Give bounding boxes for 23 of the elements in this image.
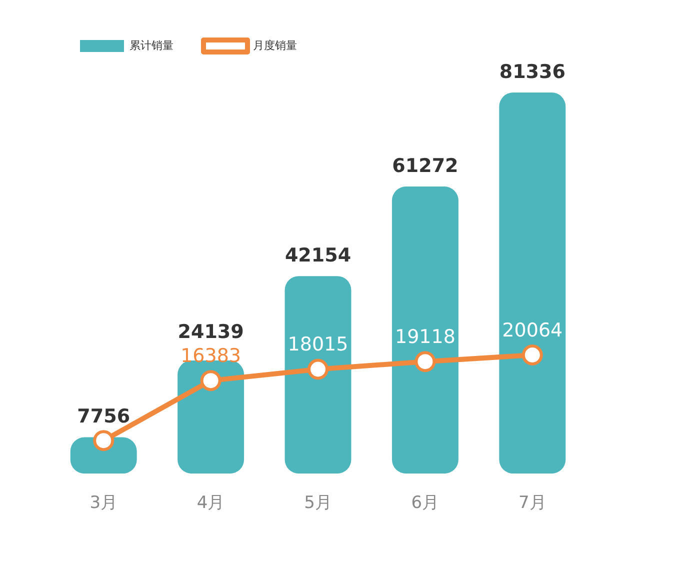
data-label: 20064 xyxy=(502,319,563,342)
point xyxy=(414,351,436,372)
data-label: 7756 xyxy=(77,406,130,428)
x-tick-label: 3月 xyxy=(90,493,118,514)
data-label: 24139 xyxy=(178,321,244,344)
legend-label: 月度销量 xyxy=(253,38,297,52)
data-label: 42154 xyxy=(284,244,352,267)
point xyxy=(308,358,328,380)
bar xyxy=(284,276,352,474)
x-tick-label: 5月 xyxy=(304,493,332,514)
point xyxy=(200,370,222,392)
point xyxy=(522,344,543,366)
data-label: 18015 xyxy=(288,334,348,356)
bar xyxy=(392,186,458,474)
bar xyxy=(499,92,566,474)
point xyxy=(93,430,114,452)
data-label: 19118 xyxy=(394,326,456,348)
x-tick-label: 7月 xyxy=(518,493,546,514)
legend-label: 累计销量 xyxy=(130,38,174,52)
x-tick-label: 6月 xyxy=(411,493,440,514)
data-label: 81336 xyxy=(499,60,566,83)
x-tick-label: 4月 xyxy=(196,493,225,514)
data-label: 61272 xyxy=(392,154,458,177)
